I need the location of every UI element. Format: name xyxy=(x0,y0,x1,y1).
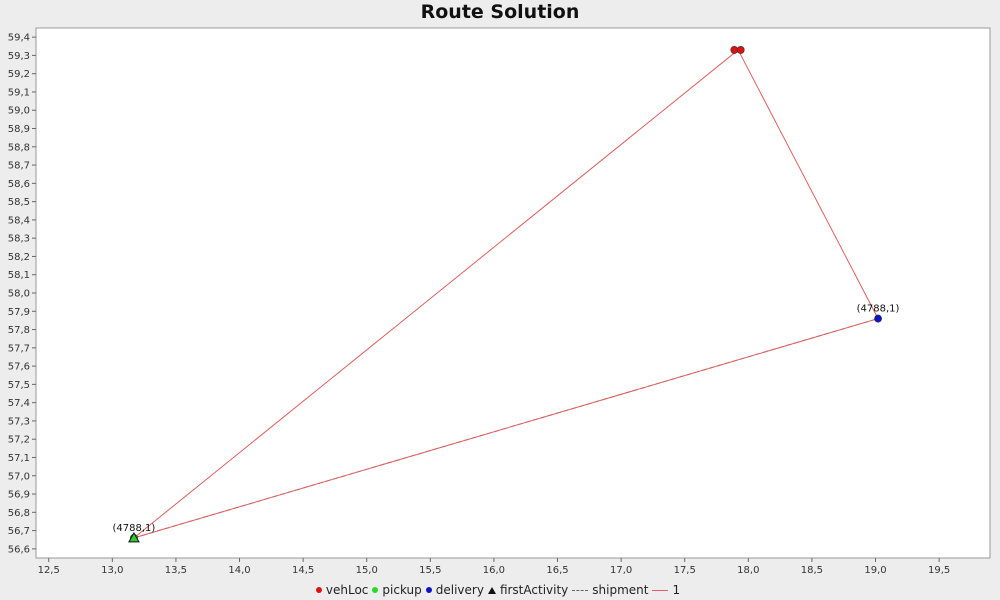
legend-item-pickup: pickup xyxy=(372,583,422,597)
x-tick-label: 12,5 xyxy=(38,565,60,576)
y-tick-label: 58,6 xyxy=(8,179,30,190)
y-tick-label: 57,4 xyxy=(8,398,30,409)
legend-item-shipment: shipment xyxy=(572,583,648,597)
delivery-point xyxy=(874,314,882,323)
x-tick-label: 14,0 xyxy=(228,565,250,576)
y-tick-label: 57,2 xyxy=(8,435,30,446)
legend-label-delivery: delivery xyxy=(435,583,484,597)
legend-item-firstactivity: firstActivity xyxy=(487,583,569,597)
y-tick-label: 58,3 xyxy=(8,234,30,245)
y-tick-label: 56,8 xyxy=(8,508,30,519)
x-tick-label: 16,5 xyxy=(546,565,568,576)
x-tick-label: 15,5 xyxy=(419,565,441,576)
y-tick-label: 56,7 xyxy=(8,526,30,537)
y-tick-label: 58,9 xyxy=(8,124,30,135)
y-tick-label: 59,4 xyxy=(8,33,30,44)
x-tick-label: 13,5 xyxy=(165,565,187,576)
y-tick-label: 57,9 xyxy=(8,307,30,318)
vehloc-point xyxy=(736,46,745,54)
point-label: (4788,1) xyxy=(113,523,156,534)
y-tick-label: 59,0 xyxy=(8,106,30,117)
y-tick-label: 58,7 xyxy=(8,161,30,172)
legend-label-vehloc: vehLoc xyxy=(325,583,369,597)
y-tick-label: 57,3 xyxy=(8,416,30,427)
x-tick-label: 17,0 xyxy=(610,565,632,576)
y-tick-label: 58,8 xyxy=(8,142,30,153)
x-tick-label: 18,5 xyxy=(801,565,823,576)
y-tick-label: 57,0 xyxy=(8,471,30,482)
chart-title: Route Solution xyxy=(420,1,580,23)
y-tick-label: 59,3 xyxy=(8,51,30,62)
y-tick-label: 59,2 xyxy=(8,69,30,80)
y-tick-label: 56,6 xyxy=(8,544,30,555)
x-tick-label: 19,0 xyxy=(864,565,886,576)
y-tick-label: 57,6 xyxy=(8,362,30,373)
y-tick-label: 56,9 xyxy=(8,490,30,501)
y-tick-label: 58,5 xyxy=(8,197,30,208)
legend-item-vehloc: vehLoc xyxy=(315,583,369,597)
x-tick-label: 14,5 xyxy=(292,565,314,576)
legend-item-route-1: 1 xyxy=(652,583,680,597)
delivery-dot-icon xyxy=(425,587,432,593)
y-tick-label: 58,2 xyxy=(8,252,30,263)
legend-label-pickup: pickup xyxy=(382,583,422,597)
y-tick-label: 58,0 xyxy=(8,289,30,300)
point-annotations: (4788,1) (4788,1) xyxy=(113,304,900,534)
pickup-dot-icon xyxy=(372,587,379,593)
y-axis: 56,6 56,7 56,8 56,9 57,0 57,1 57,2 57,3 57,4 57,5… xyxy=(8,33,36,555)
solid-line-icon xyxy=(652,589,669,591)
x-axis: 12,5 13,0 13,5 14,0 14,5 15,0 15,5 16,0 16,5 17,0… xyxy=(38,558,950,576)
first-activity-marker xyxy=(128,531,140,543)
x-tick-label: 16,0 xyxy=(483,565,505,576)
legend-label-route-1: 1 xyxy=(672,583,681,597)
triangle-icon xyxy=(487,586,496,594)
plot-area xyxy=(35,27,991,559)
vehloc-dot-icon xyxy=(315,587,322,593)
y-tick-label: 58,1 xyxy=(8,270,30,281)
x-tick-label: 15,0 xyxy=(356,565,378,576)
legend: vehLoc pickup delivery firstActivity shi… xyxy=(0,580,1000,600)
y-tick-label: 57,8 xyxy=(8,325,30,336)
legend-item-delivery: delivery xyxy=(425,583,484,597)
x-tick-label: 19,5 xyxy=(928,565,950,576)
route-lines xyxy=(133,49,879,539)
route-points xyxy=(128,46,882,543)
route-line-1 xyxy=(133,49,879,539)
y-tick-label: 58,4 xyxy=(8,215,30,226)
y-tick-label: 57,5 xyxy=(8,380,30,391)
x-tick-label: 17,5 xyxy=(674,565,696,576)
x-tick-label: 18,0 xyxy=(737,565,759,576)
point-label: (4788,1) xyxy=(857,304,900,315)
dashed-line-icon xyxy=(572,589,589,591)
route-plot: 56,6 56,7 56,8 56,9 57,0 57,1 57,2 57,3 57,4 57,5… xyxy=(8,27,991,576)
y-tick-label: 57,7 xyxy=(8,343,30,354)
y-tick-label: 57,1 xyxy=(8,453,30,464)
legend-label-shipment: shipment xyxy=(592,583,649,597)
legend-label-firstactivity: firstActivity xyxy=(499,583,569,597)
y-tick-label: 59,1 xyxy=(8,87,30,98)
x-tick-label: 13,0 xyxy=(101,565,123,576)
